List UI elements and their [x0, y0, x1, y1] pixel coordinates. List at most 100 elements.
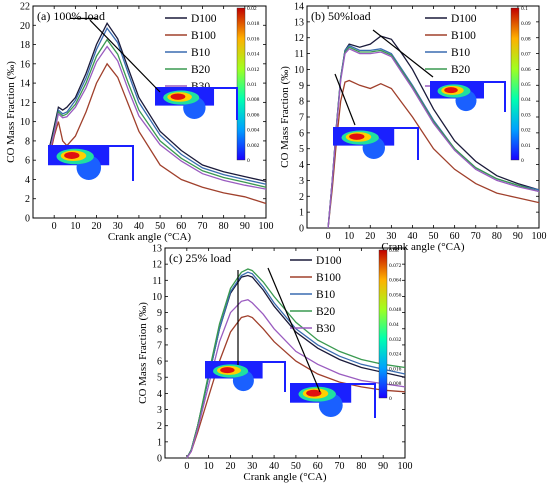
pointer-arrow	[267, 267, 321, 393]
y-tick-label: 7	[157, 340, 162, 351]
legend-label: D100	[316, 255, 342, 267]
combustion-chamber-outline	[290, 383, 376, 418]
y-axis-label: CO Mass Fraction (‰)	[5, 61, 17, 163]
x-tick-label: 50	[291, 461, 301, 472]
x-tick-label: 60	[450, 231, 460, 242]
y-tick-label: 11	[294, 49, 304, 60]
legend-label: D100	[451, 13, 477, 25]
contour-zone	[170, 93, 186, 100]
y-tick-label: 20	[20, 21, 30, 32]
x-axis-label: Crank angle (°CA)	[108, 231, 192, 243]
x-tick-label: 100	[259, 221, 274, 232]
colorbar-tick-label: 0.024	[389, 352, 402, 358]
x-tick-label: 60	[313, 461, 323, 472]
x-tick-label: 90	[240, 221, 250, 232]
x-tick-label: 70	[197, 221, 207, 232]
legend-label: D100	[191, 13, 217, 25]
series-line-b30	[49, 45, 267, 190]
y-tick-label: 0	[157, 454, 162, 465]
colorbar-tick-label: 0.07	[521, 52, 531, 58]
x-tick-label: 20	[365, 231, 375, 242]
y-tick-label: 1	[157, 437, 162, 448]
colorbar	[510, 7, 520, 161]
colorbar-tick-label: 0.008	[389, 381, 402, 387]
y-tick-label: 10	[152, 292, 162, 303]
colorbar-tick-label: 0.09	[521, 21, 531, 27]
series-line-b20	[49, 38, 267, 188]
colorbar-tick-label: 0.008	[247, 97, 260, 103]
y-tick-label: 12	[20, 98, 30, 109]
x-tick-label: 70	[471, 231, 481, 242]
colorbar-tick-label: 0.08	[389, 248, 399, 254]
series-line-b10	[49, 26, 267, 185]
contour-inset	[333, 127, 419, 160]
x-tick-label: 10	[70, 221, 80, 232]
contour-inset	[155, 87, 238, 120]
colorbar	[236, 7, 246, 161]
colorbar-tick-label: 0.006	[247, 112, 260, 118]
y-tick-label: 13	[294, 17, 304, 28]
colorbar-tick-label: 0.01	[521, 143, 531, 149]
legend-label: B20	[316, 306, 335, 318]
y-tick-label: 6	[25, 156, 30, 167]
x-tick-label: 10	[204, 461, 214, 472]
y-tick-label: 11	[152, 276, 162, 287]
y-tick-label: 2	[157, 421, 162, 432]
plot-frame	[164, 247, 406, 459]
legend-label: B30	[316, 323, 335, 335]
x-tick-label: 20	[225, 461, 235, 472]
chart-title: (b) 50%load	[311, 9, 371, 23]
colorbar-tick-label: 0.016	[247, 36, 260, 42]
x-tick-label: 30	[386, 231, 396, 242]
x-tick-label: 0	[326, 231, 331, 242]
series-line-b30	[186, 298, 406, 459]
combustion-chamber-outline	[205, 361, 286, 392]
colorbar-tick-label: 0.03	[521, 112, 531, 118]
y-axis-label: CO Mass Fraction (‰)	[279, 66, 291, 168]
y-tick-label: 0	[299, 224, 304, 235]
colorbar-tick-label: 0.02	[521, 128, 531, 134]
contour-inset	[290, 383, 376, 418]
x-tick-label: 80	[492, 231, 502, 242]
chart-title: (c) 25% load	[169, 251, 231, 265]
plot-frame	[32, 5, 267, 219]
y-tick-label: 12	[152, 260, 162, 271]
x-tick-label: 50	[155, 221, 165, 232]
y-tick-label: 8	[25, 136, 30, 147]
chart-panel-3: 0 10 20 30 40 50 60 70 80 90 100012345678910111213…	[137, 244, 413, 484]
x-tick-label: 80	[356, 461, 366, 472]
colorbar-tick-label: 0	[247, 158, 250, 164]
series-line-b20	[186, 268, 406, 459]
legend-label: B20	[191, 64, 210, 76]
contour-inset	[205, 361, 286, 392]
chart-title: (a) 100% load	[37, 9, 105, 23]
pointer-arrow	[372, 29, 434, 78]
y-tick-label: 0	[25, 214, 30, 225]
legend-label: B100	[191, 30, 216, 42]
colorbar-tick-label: 0.018	[247, 21, 260, 27]
legend-label: B20	[451, 64, 470, 76]
legend-label: B10	[316, 289, 335, 301]
y-tick-label: 7	[299, 113, 304, 124]
colorbar-tick-label: 0.1	[521, 6, 528, 12]
series-line-b100	[49, 62, 267, 205]
x-tick-label: 90	[513, 231, 523, 242]
y-tick-label: 5	[299, 144, 304, 155]
pointer-arrow	[89, 19, 161, 93]
y-axis-label: CO Mass Fraction (‰)	[137, 302, 149, 404]
x-tick-label: 0	[184, 461, 189, 472]
colorbar-tick-label: 0.004	[247, 128, 260, 134]
colorbar-tick-label: 0.014	[247, 52, 260, 58]
y-tick-label: 13	[152, 244, 162, 255]
x-axis-label: Crank angle (°CA)	[381, 241, 465, 253]
colorbar-tick-label: 0.02	[247, 6, 257, 12]
x-tick-label: 90	[378, 461, 388, 472]
y-tick-label: 10	[294, 65, 304, 76]
x-tick-label: 40	[134, 221, 144, 232]
colorbar-tick-label: 0.048	[389, 307, 402, 313]
colorbar-tick-label: 0.01	[247, 82, 257, 88]
colorbar-tick-label: 0	[389, 396, 392, 402]
x-axis-label: Crank angle (°CA)	[243, 471, 327, 483]
contour-inset	[430, 81, 506, 112]
y-tick-label: 3	[299, 176, 304, 187]
